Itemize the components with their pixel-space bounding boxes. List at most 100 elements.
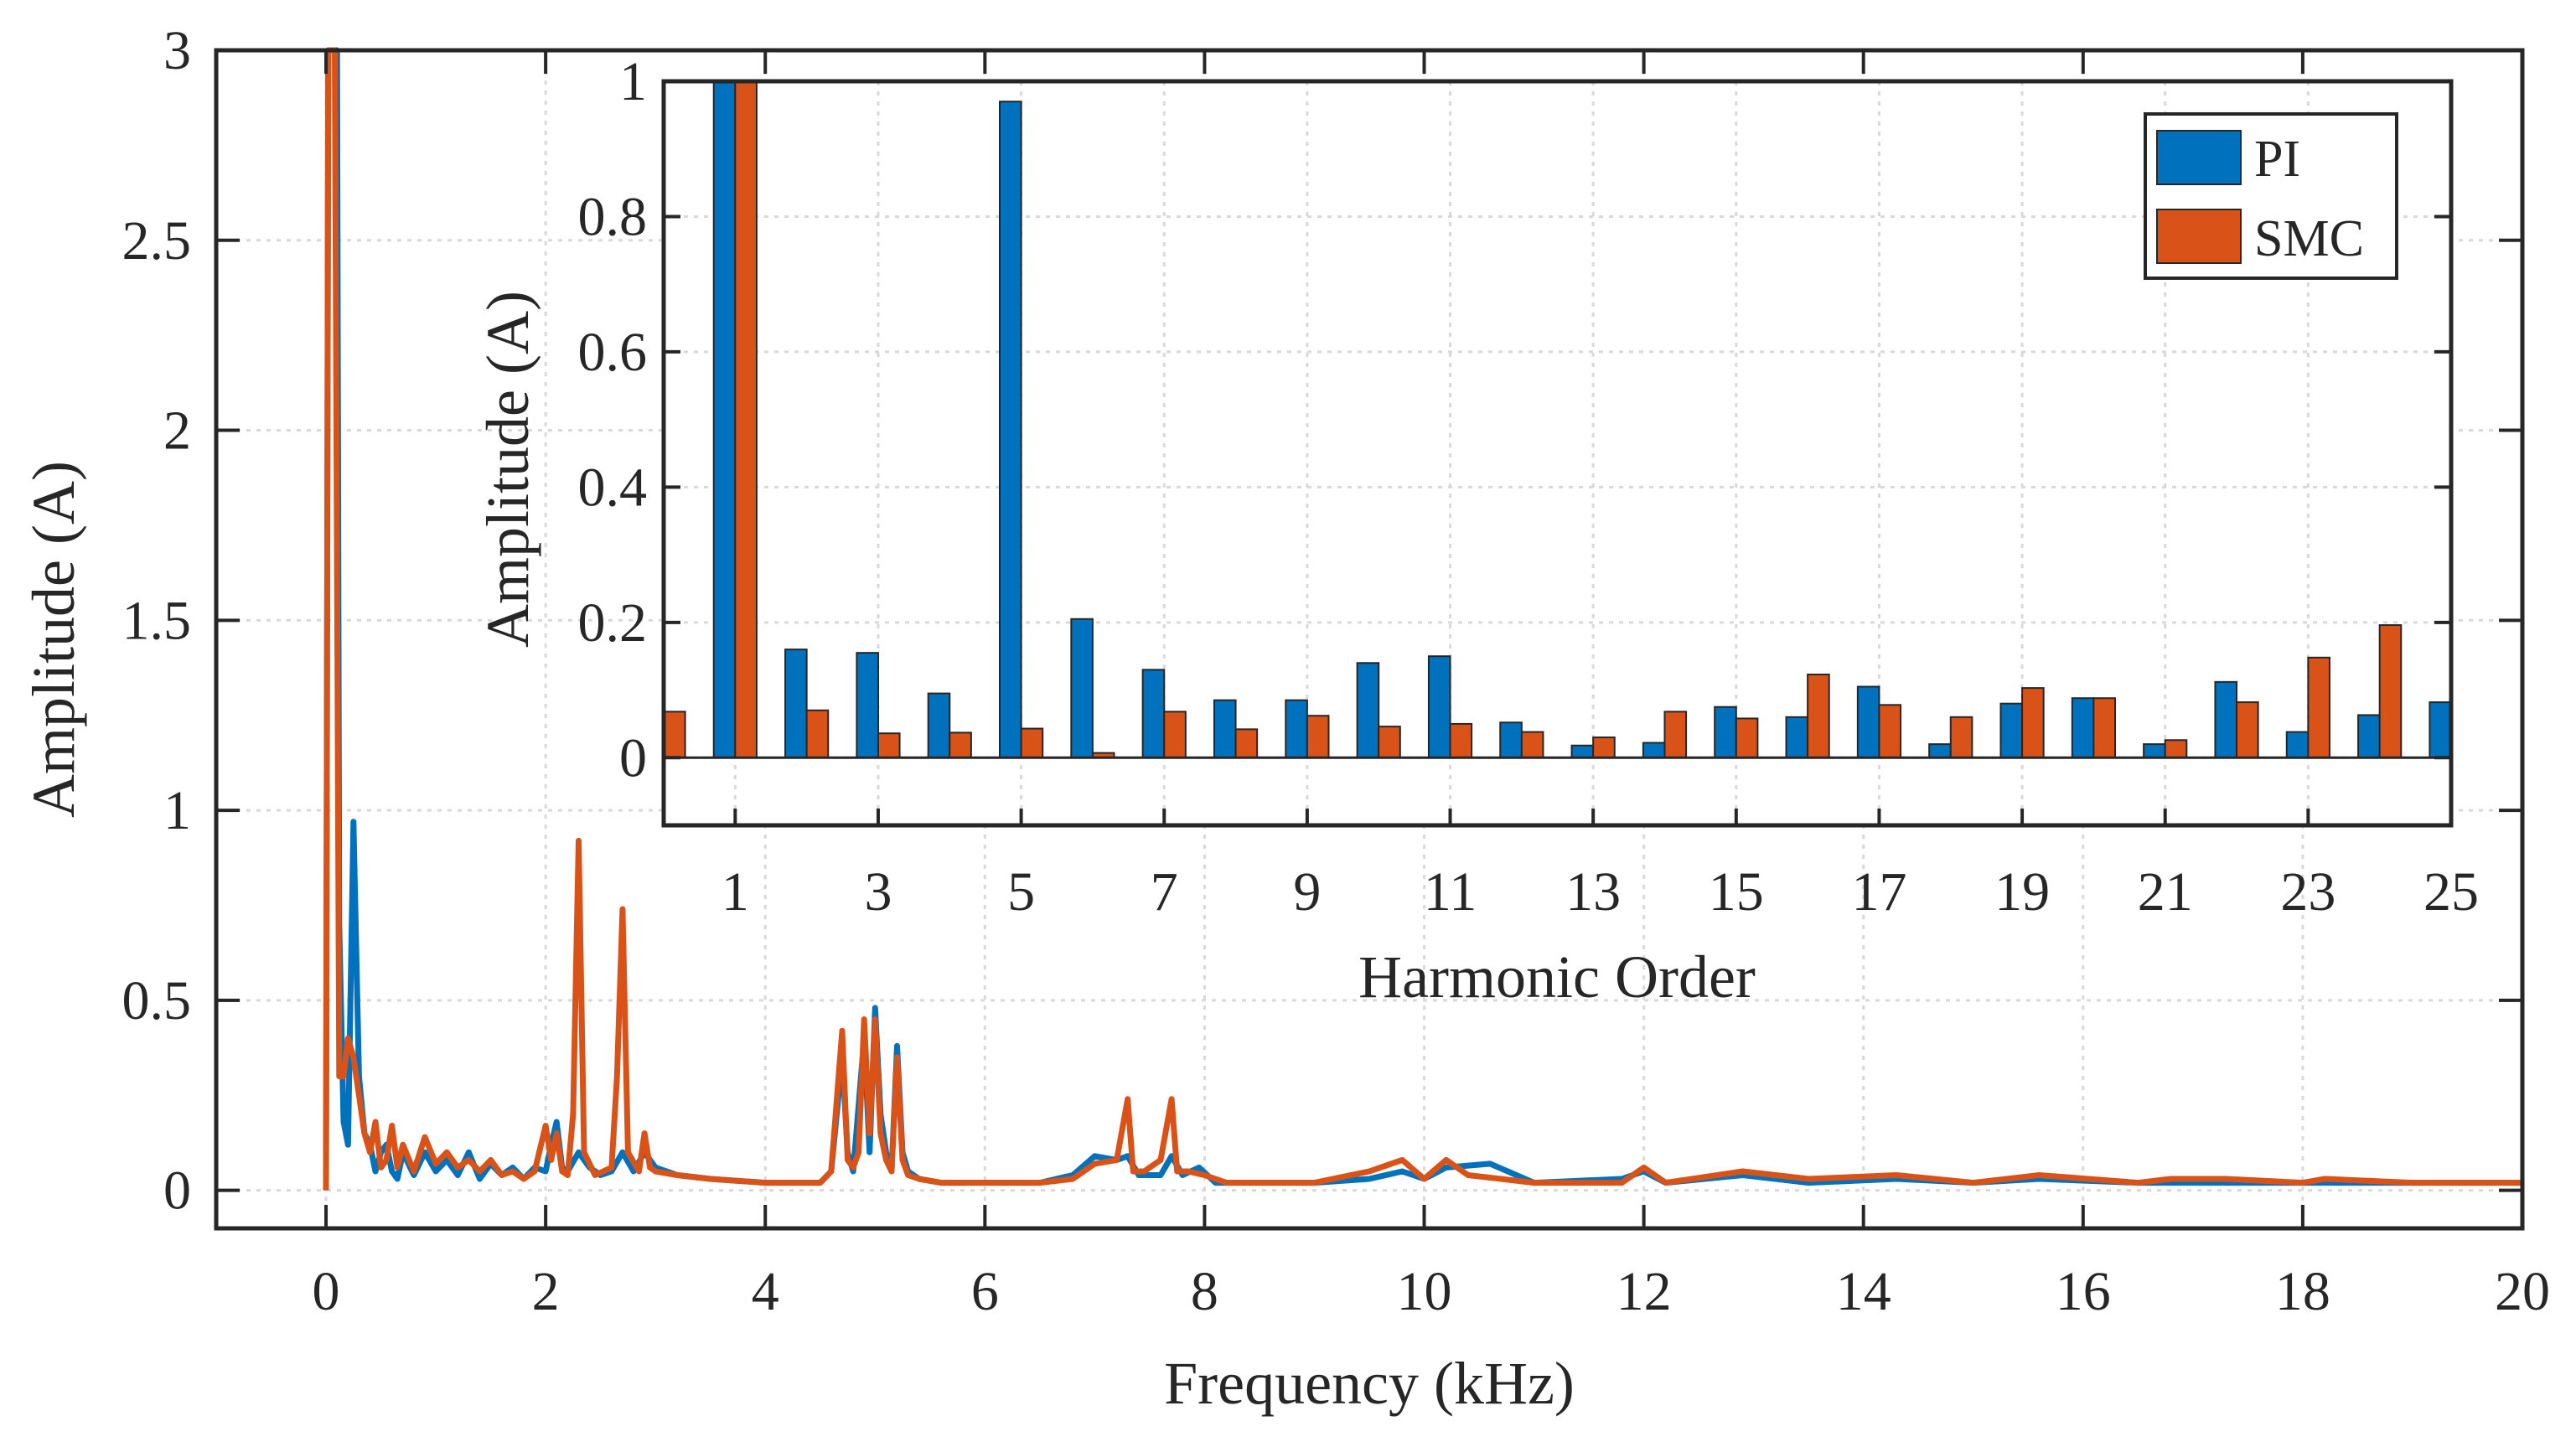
main-y-ticks: 0 0.5 1 1.5 2 2.5 3 — [122, 20, 2522, 1222]
bar-pi-h17 — [1856, 685, 1880, 759]
inset-plot-frame — [661, 79, 2454, 828]
bar-smc-h17 — [1878, 704, 1902, 759]
inset-y-tick-label: 1 — [619, 51, 647, 112]
inset-x-tick-label: 25 — [2423, 861, 2479, 923]
bar-pi-h1 — [712, 81, 737, 759]
inset-x-tick-label: 3 — [864, 861, 892, 923]
bar-pi-h22 — [2214, 680, 2238, 759]
bar-pi-h6 — [1070, 618, 1094, 759]
bar-pi-h16 — [1785, 716, 1809, 759]
bar-pi-h15 — [1714, 705, 1737, 759]
bar-smc-h20 — [2092, 697, 2116, 759]
main-x-tick-label: 10 — [1397, 1261, 1452, 1322]
legend: PI SMC — [2144, 112, 2398, 280]
inset-y-tick-label: 0.4 — [578, 457, 648, 518]
main-y-tick-label: 1.5 — [122, 590, 192, 651]
main-plot: 0 2 4 6 8 10 12 14 16 18 20 00.511.522.53 Frequenc… — [20, 20, 2550, 1417]
bar-pi-h8 — [1213, 699, 1237, 759]
main-x-axis-label: Frequency (kHz) — [1164, 1350, 1575, 1417]
bar-pi-h9 — [1285, 699, 1308, 759]
main-x-tick-label: 8 — [1191, 1261, 1218, 1322]
bar-smc-h9 — [1306, 715, 1330, 759]
inset-y-tick-label: 0.8 — [578, 186, 648, 247]
main-y-axis-label: Amplitude (A) — [20, 461, 87, 818]
legend-swatch-smc — [2156, 209, 2242, 264]
main-plot-frame — [214, 48, 2525, 1231]
inset-x-tick-label: 23 — [2280, 861, 2335, 923]
bar-smc-h19 — [2021, 687, 2045, 759]
bar-pi-h5 — [999, 101, 1022, 759]
main-y-tick-label: 2.5 — [122, 210, 192, 271]
main-x-tick-label: 18 — [2275, 1261, 2330, 1322]
main-x-tick-label: 6 — [971, 1261, 999, 1322]
bar-smc-h18 — [1949, 716, 1973, 759]
bar-pi-h13 — [1570, 744, 1595, 759]
inset-x-tick-label: 7 — [1151, 861, 1178, 923]
bar-pi-h7 — [1141, 669, 1166, 759]
bar-smc-h10 — [1378, 726, 1401, 759]
bar-smc-h0 — [664, 711, 686, 759]
inset-x-tick-label: 15 — [1709, 861, 1764, 923]
bar-pi-h11 — [1427, 655, 1451, 759]
inset-x-tick-label: 21 — [2138, 861, 2193, 923]
bar-pi-h12 — [1499, 721, 1523, 759]
bar-pi-h23 — [2285, 731, 2310, 759]
bar-smc-h21 — [2164, 739, 2188, 759]
main-x-tick-label: 12 — [1616, 1261, 1672, 1322]
inset-bars — [664, 81, 2451, 759]
inset-x-axis-label: Harmonic Order — [1358, 943, 1756, 1010]
bar-smc-h22 — [2236, 701, 2259, 759]
bar-smc-h16 — [1807, 673, 1830, 759]
inset-y-axis-label: Amplitude (A) — [474, 291, 541, 648]
series-line-smc — [323, 47, 2522, 1191]
bar-pi-h21 — [2143, 743, 2166, 759]
inset-x-tick-label: 19 — [1994, 861, 2050, 923]
main-x-tick-label: 0 — [313, 1261, 340, 1322]
main-x-tick-label: 16 — [2056, 1261, 2111, 1322]
main-x-ticks: 0 2 4 6 8 10 12 14 16 18 20 — [313, 50, 2550, 1322]
main-x-tick-label: 4 — [752, 1261, 779, 1322]
inset-x-tick-label: 17 — [1851, 861, 1906, 923]
bar-smc-h14 — [1663, 711, 1688, 759]
bar-smc-h7 — [1163, 711, 1187, 759]
bar-smc-h1 — [734, 81, 758, 759]
bar-pi-h3 — [856, 652, 879, 759]
bar-pi-h20 — [2071, 697, 2095, 759]
bar-pi-h19 — [1999, 702, 2024, 759]
main-y-tick-label: 2 — [163, 401, 191, 462]
bar-smc-h5 — [1020, 727, 1044, 759]
bar-smc-h13 — [1592, 737, 1616, 759]
inset-y-tick-label: 0.6 — [578, 322, 648, 383]
legend-label-pi: PI — [2254, 131, 2300, 188]
bar-pi-h24 — [2357, 714, 2381, 759]
bar-smc-h8 — [1234, 728, 1259, 759]
bar-pi-h4 — [927, 692, 951, 759]
bar-pi-h10 — [1356, 662, 1380, 759]
bar-smc-h4 — [949, 731, 972, 759]
main-y-tick-label: 0.5 — [122, 970, 192, 1031]
bar-smc-h12 — [1520, 731, 1544, 759]
bar-smc-h24 — [2378, 624, 2403, 759]
inset-x-tick-label: 5 — [1007, 861, 1035, 923]
main-x-tick-label: 14 — [1836, 1261, 1891, 1322]
inset-y-ticks: 0 0.2 0.4 0.6 0.8 1 — [578, 51, 2451, 788]
bar-pi-h14 — [1642, 742, 1666, 759]
inset-x-tick-label: 13 — [1565, 861, 1621, 923]
bar-pi-h25 — [2429, 701, 2451, 759]
bar-smc-h2 — [805, 709, 830, 759]
bar-pi-h2 — [784, 649, 808, 759]
inset-plot: 1 3 5 7 9 11 13 15 17 19 21 23 25 00.20.40.60.81 Har… — [474, 51, 2479, 1010]
main-x-tick-label: 20 — [2495, 1261, 2550, 1322]
legend-label-smc: SMC — [2254, 210, 2364, 267]
bar-smc-h15 — [1735, 717, 1759, 759]
main-x-tick-label: 2 — [532, 1261, 560, 1322]
bar-pi-h18 — [1928, 743, 1952, 759]
inset-x-tick-label: 11 — [1424, 861, 1477, 923]
main-series-lines — [323, 47, 2522, 1191]
main-y-tick-label: 0 — [163, 1160, 191, 1222]
inset-x-tick-label: 9 — [1293, 861, 1321, 923]
inset-x-ticks: 1 3 5 7 9 11 13 15 17 19 21 23 25 — [722, 809, 2479, 923]
inset-y-tick-label: 0 — [619, 727, 647, 788]
bar-smc-h23 — [2307, 656, 2330, 759]
main-y-tick-label: 1 — [163, 780, 191, 841]
